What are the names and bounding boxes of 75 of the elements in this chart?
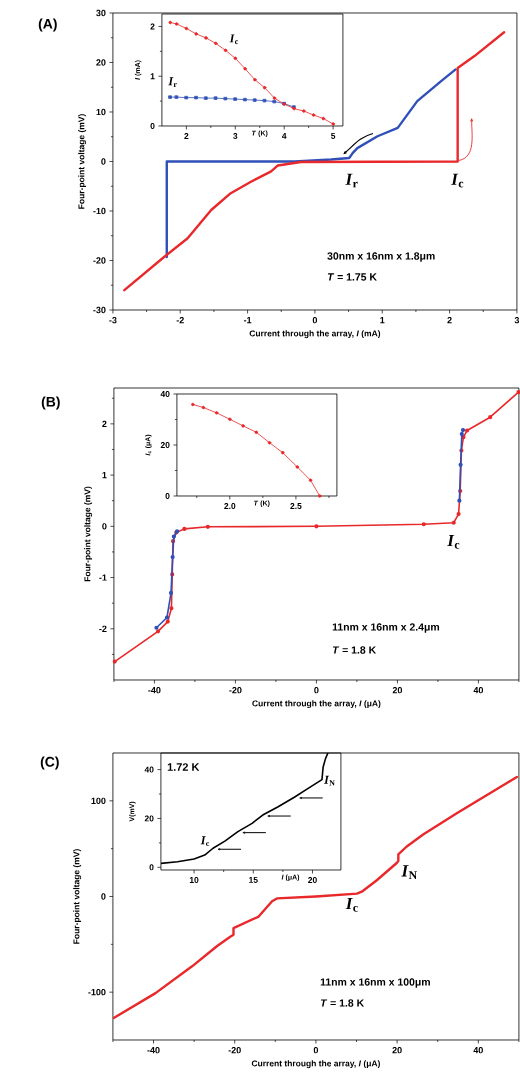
x-tick-label: 0 [312, 316, 318, 324]
y-tick-label: 40 [160, 391, 170, 397]
annotation: T = 1.75 K [327, 273, 377, 281]
y-tick-label: -30 [93, 306, 106, 314]
y-tick-label: 100 [91, 797, 106, 805]
annotation: I$_{c}$ [345, 897, 358, 912]
annotation: T = 1.8 K [320, 999, 365, 1007]
y-tick-label: 20 [96, 59, 106, 66]
y-tick-label: 0 [165, 493, 170, 499]
x-tick-label: 0 [314, 687, 319, 694]
annotation: 1.72 K [167, 763, 200, 771]
annotation: I$_{c}$ [200, 836, 210, 847]
y-tick-label: 2 [102, 420, 107, 427]
x-tick-label: 0 [313, 1047, 319, 1054]
x-tick-label: -40 [148, 687, 161, 694]
chart-title: (A) [38, 18, 57, 32]
x-tick-label: 20 [392, 1047, 402, 1054]
x-tick-label: 40 [473, 687, 484, 694]
y-tick-label: 2 [150, 23, 155, 30]
chart-title: (C) [40, 756, 59, 770]
series-label: I$_{r}$ [168, 77, 177, 87]
annotation: 11nm x 16nm x 2.4μm [332, 623, 440, 633]
x-tick-label: 10 [189, 877, 199, 883]
x-tick-label: 2 [447, 316, 452, 324]
x-tick-label: 2.5 [290, 503, 302, 509]
x-tick-label: -20 [229, 687, 242, 694]
annotation: T = 1.8 K [332, 646, 377, 654]
annotation: I$_{N}$ [324, 775, 335, 786]
x-axis-title: Current through the array, I (mA) [249, 330, 381, 339]
x-tick-label: -2 [176, 316, 184, 324]
x-tick-label: 1 [380, 317, 385, 324]
y-tick-label: 1 [150, 73, 155, 80]
text: (B) [41, 396, 60, 410]
x-tick-label: 3 [514, 316, 520, 324]
annotation: 11nm x 16nm x 100μm [320, 978, 430, 988]
y-tick-label: -1 [99, 574, 107, 581]
x-tick-label: -20 [228, 1047, 241, 1054]
y-tick-label: -2 [99, 625, 107, 632]
y-tick-label: 20 [160, 442, 170, 448]
x-tick-label: -40 [147, 1047, 160, 1054]
annotation: I$_{c}$ [447, 534, 460, 549]
y-tick-label: 10 [96, 108, 106, 116]
x-tick-label: 3 [233, 133, 238, 139]
annotation: I$_{r}$ [345, 173, 358, 188]
y-tick-label: 0 [101, 893, 106, 900]
y-tick-label: -20 [93, 257, 106, 264]
x-tick-label: 20 [392, 687, 403, 694]
x-tick-label: 5 [331, 133, 336, 139]
x-tick-label: 15 [249, 877, 258, 883]
y-tick-label: -100 [88, 988, 106, 996]
y-tick-label: 0 [149, 864, 154, 871]
y-axis-title: Four-point voltage (mV) [78, 114, 87, 209]
x-tick-label: -1 [243, 317, 252, 324]
annotation: I$_{N}$ [401, 865, 418, 879]
x-tick-label: 2 [184, 133, 189, 139]
y-tick-label: -10 [93, 207, 106, 215]
y-tick-label: 40 [144, 766, 154, 773]
y-tick-label: 30 [96, 9, 106, 17]
annotation: I$_{c}$ [451, 173, 464, 188]
y-tick-label: 0 [101, 158, 106, 165]
y-axis-title: Four-point voltage (mV) [73, 849, 82, 944]
series-label: I$_{c}$ [229, 34, 239, 45]
x-tick-label: 40 [473, 1047, 483, 1054]
x-axis-title: Current through the array, I (μA) [252, 700, 381, 709]
x-tick-label: 20 [308, 877, 317, 883]
y-tick-label: 0 [150, 123, 155, 129]
y-tick-label: 0 [102, 523, 107, 530]
x-tick-label: 2.0 [224, 503, 236, 509]
annotation: 30nm x 16nm x 1.8μm [327, 252, 435, 262]
x-tick-label: 4 [282, 133, 287, 139]
y-tick-label: 20 [144, 815, 154, 822]
y-tick-label: 1 [102, 472, 107, 479]
x-tick-label: -3 [109, 316, 117, 324]
y-axis-title: Four-point voltage (mV) [84, 486, 93, 582]
x-axis-title: Current through the array, I (μA) [251, 1060, 380, 1069]
